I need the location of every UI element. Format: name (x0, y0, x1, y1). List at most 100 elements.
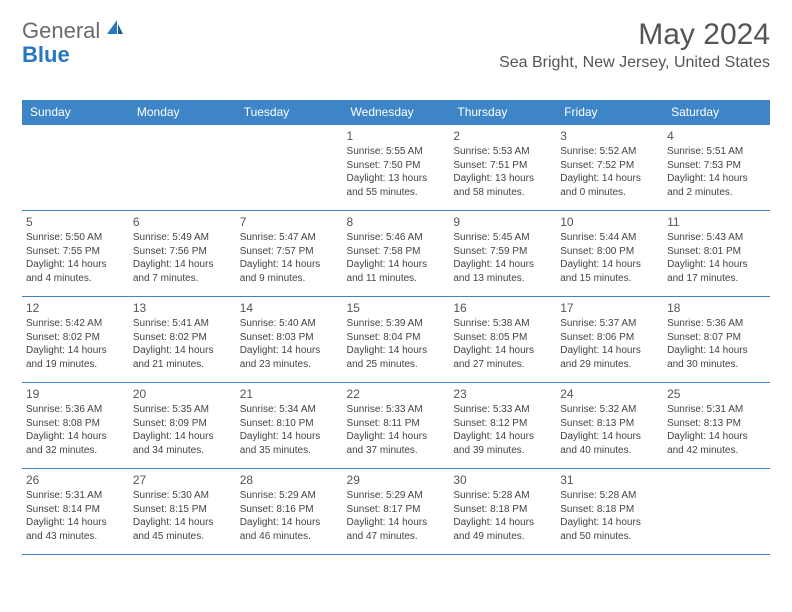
day-details: Sunrise: 5:37 AMSunset: 8:06 PMDaylight:… (560, 317, 657, 371)
sunset-text: Sunset: 8:02 PM (26, 331, 123, 345)
day-number: 12 (26, 301, 123, 315)
sunset-text: Sunset: 8:18 PM (560, 503, 657, 517)
weekday-header: Thursday (449, 100, 556, 125)
day-details: Sunrise: 5:28 AMSunset: 8:18 PMDaylight:… (453, 489, 550, 543)
logo: General (22, 18, 127, 44)
daylight-text: Daylight: 14 hours and 19 minutes. (26, 344, 123, 371)
day-number: 23 (453, 387, 550, 401)
day-details: Sunrise: 5:52 AMSunset: 7:52 PMDaylight:… (560, 145, 657, 199)
calendar-week-row: 26Sunrise: 5:31 AMSunset: 8:14 PMDayligh… (22, 469, 770, 555)
day-details: Sunrise: 5:31 AMSunset: 8:14 PMDaylight:… (26, 489, 123, 543)
sunset-text: Sunset: 8:05 PM (453, 331, 550, 345)
sunset-text: Sunset: 7:59 PM (453, 245, 550, 259)
day-details: Sunrise: 5:31 AMSunset: 8:13 PMDaylight:… (667, 403, 764, 457)
weekday-header: Monday (129, 100, 236, 125)
calendar-day-cell (663, 469, 770, 555)
calendar-day-cell: 20Sunrise: 5:35 AMSunset: 8:09 PMDayligh… (129, 383, 236, 469)
sunrise-text: Sunrise: 5:51 AM (667, 145, 764, 159)
sunrise-text: Sunrise: 5:38 AM (453, 317, 550, 331)
sunset-text: Sunset: 8:15 PM (133, 503, 230, 517)
calendar-day-cell: 25 Sunrise: 5:31 AMSunset: 8:13 PMDayligh… (663, 383, 770, 469)
day-number: 25 (667, 387, 764, 401)
daylight-text: Daylight: 14 hours and 32 minutes. (26, 430, 123, 457)
day-number: 17 (560, 301, 657, 315)
calendar-header-row: SundayMondayTuesdayWednesdayThursdayFrid… (22, 100, 770, 125)
sunrise-text: Sunrise: 5:36 AM (667, 317, 764, 331)
daylight-text: Daylight: 14 hours and 0 minutes. (560, 172, 657, 199)
calendar-day-cell: 7Sunrise: 5:47 AMSunset: 7:57 PMDaylight… (236, 211, 343, 297)
day-details: Sunrise: 5:50 AMSunset: 7:55 PMDaylight:… (26, 231, 123, 285)
calendar-day-cell: 6 Sunrise: 5:49 AMSunset: 7:56 PMDaylight… (129, 211, 236, 297)
calendar-day-cell: 16Sunrise: 5:38 AMSunset: 8:05 PMDayligh… (449, 297, 556, 383)
sunset-text: Sunset: 8:03 PM (240, 331, 337, 345)
day-number: 20 (133, 387, 230, 401)
sunrise-text: Sunrise: 5:41 AM (133, 317, 230, 331)
calendar-day-cell: 17 Sunrise: 5:37 AMSunset: 8:06 PMDayligh… (556, 297, 663, 383)
sunrise-text: Sunrise: 5:30 AM (133, 489, 230, 503)
calendar-day-cell (22, 125, 129, 211)
sunset-text: Sunset: 8:11 PM (347, 417, 444, 431)
day-number: 30 (453, 473, 550, 487)
calendar-day-cell: 9Sunrise: 5:45 AMSunset: 7:59 PMDaylight… (449, 211, 556, 297)
calendar-body: 1Sunrise: 5:55 AMSunset: 7:50 PMDaylight… (22, 125, 770, 555)
daylight-text: Daylight: 14 hours and 45 minutes. (133, 516, 230, 543)
sunset-text: Sunset: 8:02 PM (133, 331, 230, 345)
calendar-day-cell: 2Sunrise: 5:53 AMSunset: 7:51 PMDaylight… (449, 125, 556, 211)
daylight-text: Daylight: 14 hours and 50 minutes. (560, 516, 657, 543)
sunrise-text: Sunrise: 5:43 AM (667, 231, 764, 245)
daylight-text: Daylight: 14 hours and 34 minutes. (133, 430, 230, 457)
daylight-text: Daylight: 14 hours and 27 minutes. (453, 344, 550, 371)
sunrise-text: Sunrise: 5:29 AM (240, 489, 337, 503)
day-details: Sunrise: 5:47 AMSunset: 7:57 PMDaylight:… (240, 231, 337, 285)
sunrise-text: Sunrise: 5:52 AM (560, 145, 657, 159)
calendar-day-cell: 23Sunrise: 5:33 AMSunset: 8:12 PMDayligh… (449, 383, 556, 469)
weekday-header: Tuesday (236, 100, 343, 125)
sunrise-text: Sunrise: 5:31 AM (26, 489, 123, 503)
sunset-text: Sunset: 7:56 PM (133, 245, 230, 259)
calendar-week-row: 5Sunrise: 5:50 AMSunset: 7:55 PMDaylight… (22, 211, 770, 297)
day-number: 28 (240, 473, 337, 487)
calendar-week-row: 12Sunrise: 5:42 AMSunset: 8:02 PMDayligh… (22, 297, 770, 383)
calendar-day-cell: 14Sunrise: 5:40 AMSunset: 8:03 PMDayligh… (236, 297, 343, 383)
header: General May 2024 Sea Bright, New Jersey,… (22, 18, 770, 72)
day-details: Sunrise: 5:39 AMSunset: 8:04 PMDaylight:… (347, 317, 444, 371)
sunrise-text: Sunrise: 5:45 AM (453, 231, 550, 245)
sunset-text: Sunset: 8:14 PM (26, 503, 123, 517)
sunset-text: Sunset: 7:51 PM (453, 159, 550, 173)
daylight-text: Daylight: 14 hours and 15 minutes. (560, 258, 657, 285)
daylight-text: Daylight: 14 hours and 46 minutes. (240, 516, 337, 543)
day-details: Sunrise: 5:34 AMSunset: 8:10 PMDaylight:… (240, 403, 337, 457)
daylight-text: Daylight: 14 hours and 4 minutes. (26, 258, 123, 285)
day-details: Sunrise: 5:33 AMSunset: 8:11 PMDaylight:… (347, 403, 444, 457)
sunset-text: Sunset: 7:52 PM (560, 159, 657, 173)
daylight-text: Daylight: 14 hours and 40 minutes. (560, 430, 657, 457)
sunrise-text: Sunrise: 5:53 AM (453, 145, 550, 159)
daylight-text: Daylight: 14 hours and 43 minutes. (26, 516, 123, 543)
sunset-text: Sunset: 8:04 PM (347, 331, 444, 345)
sunrise-text: Sunrise: 5:28 AM (453, 489, 550, 503)
sunrise-text: Sunrise: 5:28 AM (560, 489, 657, 503)
sunset-text: Sunset: 7:50 PM (347, 159, 444, 173)
sunset-text: Sunset: 8:18 PM (453, 503, 550, 517)
day-details: Sunrise: 5:36 AMSunset: 8:07 PMDaylight:… (667, 317, 764, 371)
weekday-header: Wednesday (343, 100, 450, 125)
day-number: 6 (133, 215, 230, 229)
sunrise-text: Sunrise: 5:49 AM (133, 231, 230, 245)
calendar-day-cell: 26Sunrise: 5:31 AMSunset: 8:14 PMDayligh… (22, 469, 129, 555)
day-details: Sunrise: 5:43 AMSunset: 8:01 PMDaylight:… (667, 231, 764, 285)
calendar-day-cell: 5Sunrise: 5:50 AMSunset: 7:55 PMDaylight… (22, 211, 129, 297)
sunrise-text: Sunrise: 5:47 AM (240, 231, 337, 245)
daylight-text: Daylight: 13 hours and 58 minutes. (453, 172, 550, 199)
day-number: 19 (26, 387, 123, 401)
daylight-text: Daylight: 14 hours and 42 minutes. (667, 430, 764, 457)
daylight-text: Daylight: 14 hours and 7 minutes. (133, 258, 230, 285)
sunrise-text: Sunrise: 5:31 AM (667, 403, 764, 417)
logo-text-general: General (22, 18, 100, 44)
sunrise-text: Sunrise: 5:50 AM (26, 231, 123, 245)
day-details: Sunrise: 5:38 AMSunset: 8:05 PMDaylight:… (453, 317, 550, 371)
calendar-day-cell: 31Sunrise: 5:28 AMSunset: 8:18 PMDayligh… (556, 469, 663, 555)
logo-text-blue: Blue (22, 42, 70, 68)
daylight-text: Daylight: 14 hours and 13 minutes. (453, 258, 550, 285)
day-number: 27 (133, 473, 230, 487)
weekday-header: Sunday (22, 100, 129, 125)
